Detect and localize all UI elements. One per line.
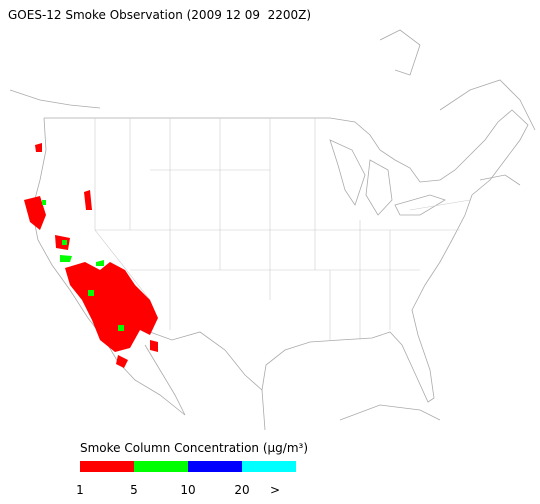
great-lakes xyxy=(329,139,446,216)
legend-swatch xyxy=(134,461,188,472)
mexico-coast xyxy=(144,344,441,431)
basemap xyxy=(9,29,536,431)
legend-swatch xyxy=(242,461,296,472)
legend-swatch xyxy=(80,461,134,472)
map-title: GOES-12 Smoke Observation (2009 12 09 22… xyxy=(8,8,311,22)
smoke-pixels xyxy=(24,143,158,368)
us-outline xyxy=(31,109,529,416)
legend-label: 20 xyxy=(234,483,249,497)
legend-label: 5 xyxy=(130,483,138,497)
smoke-area xyxy=(24,143,92,250)
canada-coast xyxy=(9,29,536,186)
smoke-area xyxy=(65,262,158,352)
legend: 1 5 10 20 > xyxy=(76,461,296,497)
state-lines xyxy=(94,118,471,340)
legend-swatch xyxy=(188,461,242,472)
legend-label: 10 xyxy=(180,483,195,497)
legend-title: Smoke Column Concentration (μg/m³) xyxy=(80,441,308,455)
legend-label: > xyxy=(270,483,280,497)
smoke-area xyxy=(116,340,158,368)
legend-label: 1 xyxy=(76,483,84,497)
